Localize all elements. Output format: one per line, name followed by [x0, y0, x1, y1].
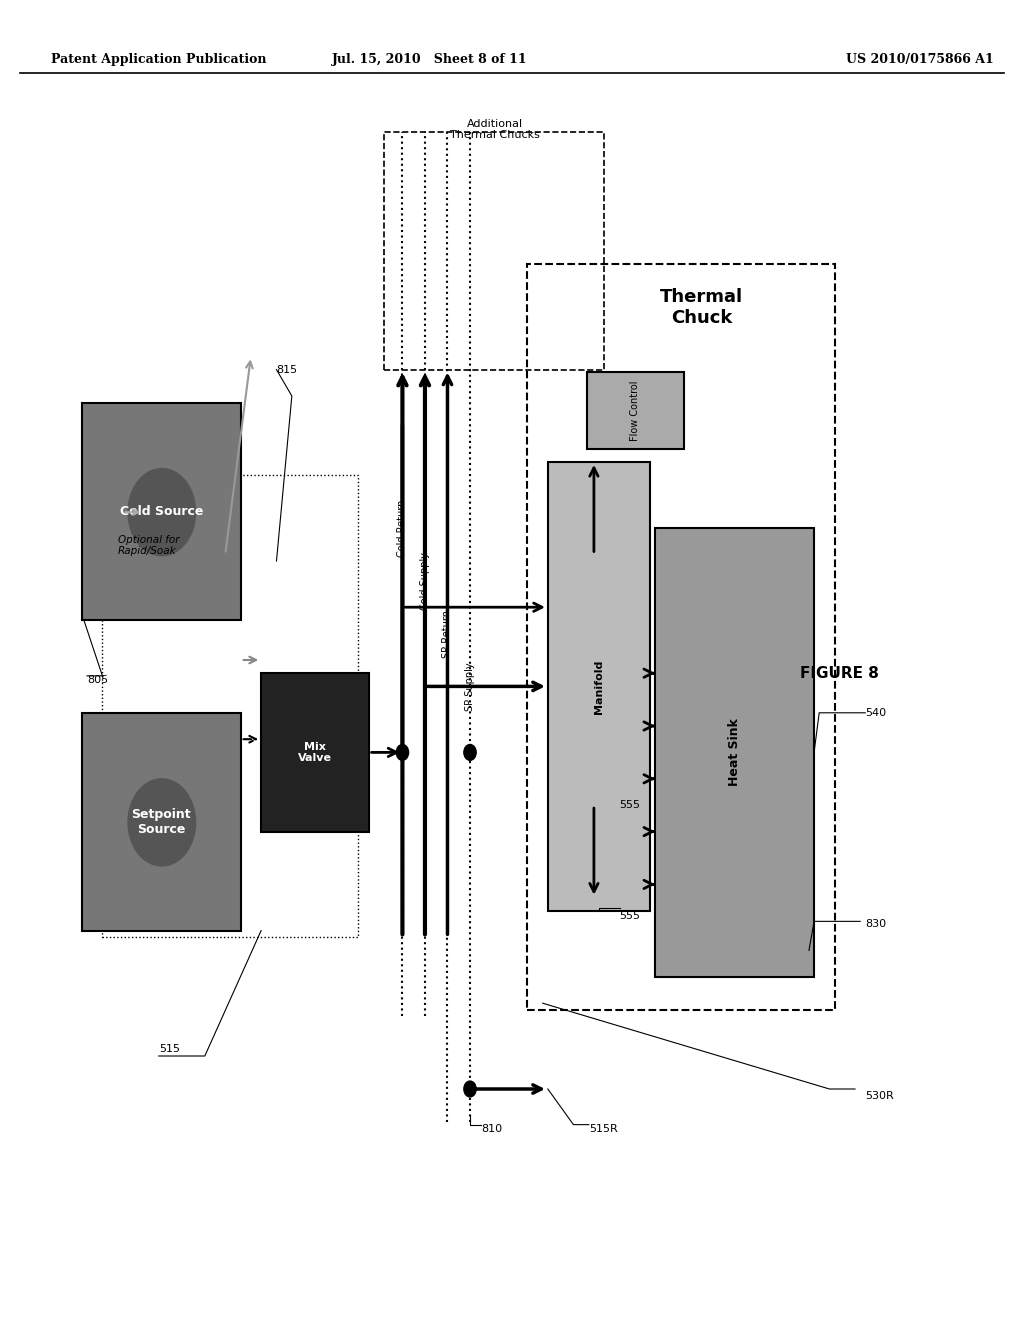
- Text: SP Supply: SP Supply: [465, 663, 475, 710]
- Circle shape: [464, 744, 476, 760]
- Text: Cold Return: Cold Return: [397, 499, 408, 557]
- Circle shape: [128, 779, 196, 866]
- Text: FIGURE 8: FIGURE 8: [800, 665, 880, 681]
- Text: 815: 815: [276, 364, 298, 375]
- Text: Cold Source: Cold Source: [120, 506, 203, 517]
- Text: 540: 540: [865, 708, 887, 718]
- Text: Setpoint
Source: Setpoint Source: [131, 808, 191, 836]
- Circle shape: [396, 744, 409, 760]
- Text: US 2010/0175866 A1: US 2010/0175866 A1: [846, 53, 993, 66]
- Text: Thermal
Chuck: Thermal Chuck: [659, 288, 743, 326]
- Text: SP Return: SP Return: [442, 610, 453, 657]
- Text: Heat Sink: Heat Sink: [728, 718, 740, 787]
- Text: Additional
Thermal Chucks: Additional Thermal Chucks: [450, 119, 540, 140]
- Bar: [548, 462, 650, 911]
- Text: 530R: 530R: [865, 1090, 894, 1101]
- Bar: [384, 132, 604, 370]
- Text: 515R: 515R: [589, 1123, 617, 1134]
- Text: Optional for
Rapid/Soak: Optional for Rapid/Soak: [118, 535, 179, 556]
- Bar: [82, 713, 241, 931]
- Text: Flow Control: Flow Control: [630, 380, 640, 441]
- Text: 515: 515: [159, 1044, 180, 1055]
- Text: 830: 830: [865, 919, 887, 929]
- Bar: [102, 475, 358, 937]
- Circle shape: [464, 1081, 476, 1097]
- Text: Mix
Valve: Mix Valve: [298, 742, 332, 763]
- Text: Jul. 15, 2010   Sheet 8 of 11: Jul. 15, 2010 Sheet 8 of 11: [332, 53, 528, 66]
- Bar: [527, 264, 835, 1010]
- Text: 555: 555: [620, 911, 641, 921]
- Bar: [587, 372, 684, 449]
- Text: 805: 805: [87, 675, 109, 685]
- Bar: [261, 673, 369, 832]
- Bar: [82, 403, 241, 620]
- Text: Cold Supply: Cold Supply: [420, 552, 430, 610]
- Bar: [655, 528, 814, 977]
- Text: 555: 555: [620, 800, 641, 810]
- Text: Patent Application Publication: Patent Application Publication: [51, 53, 266, 66]
- Text: 810: 810: [481, 1123, 503, 1134]
- Text: Manifold: Manifold: [594, 659, 604, 714]
- Circle shape: [128, 469, 196, 556]
